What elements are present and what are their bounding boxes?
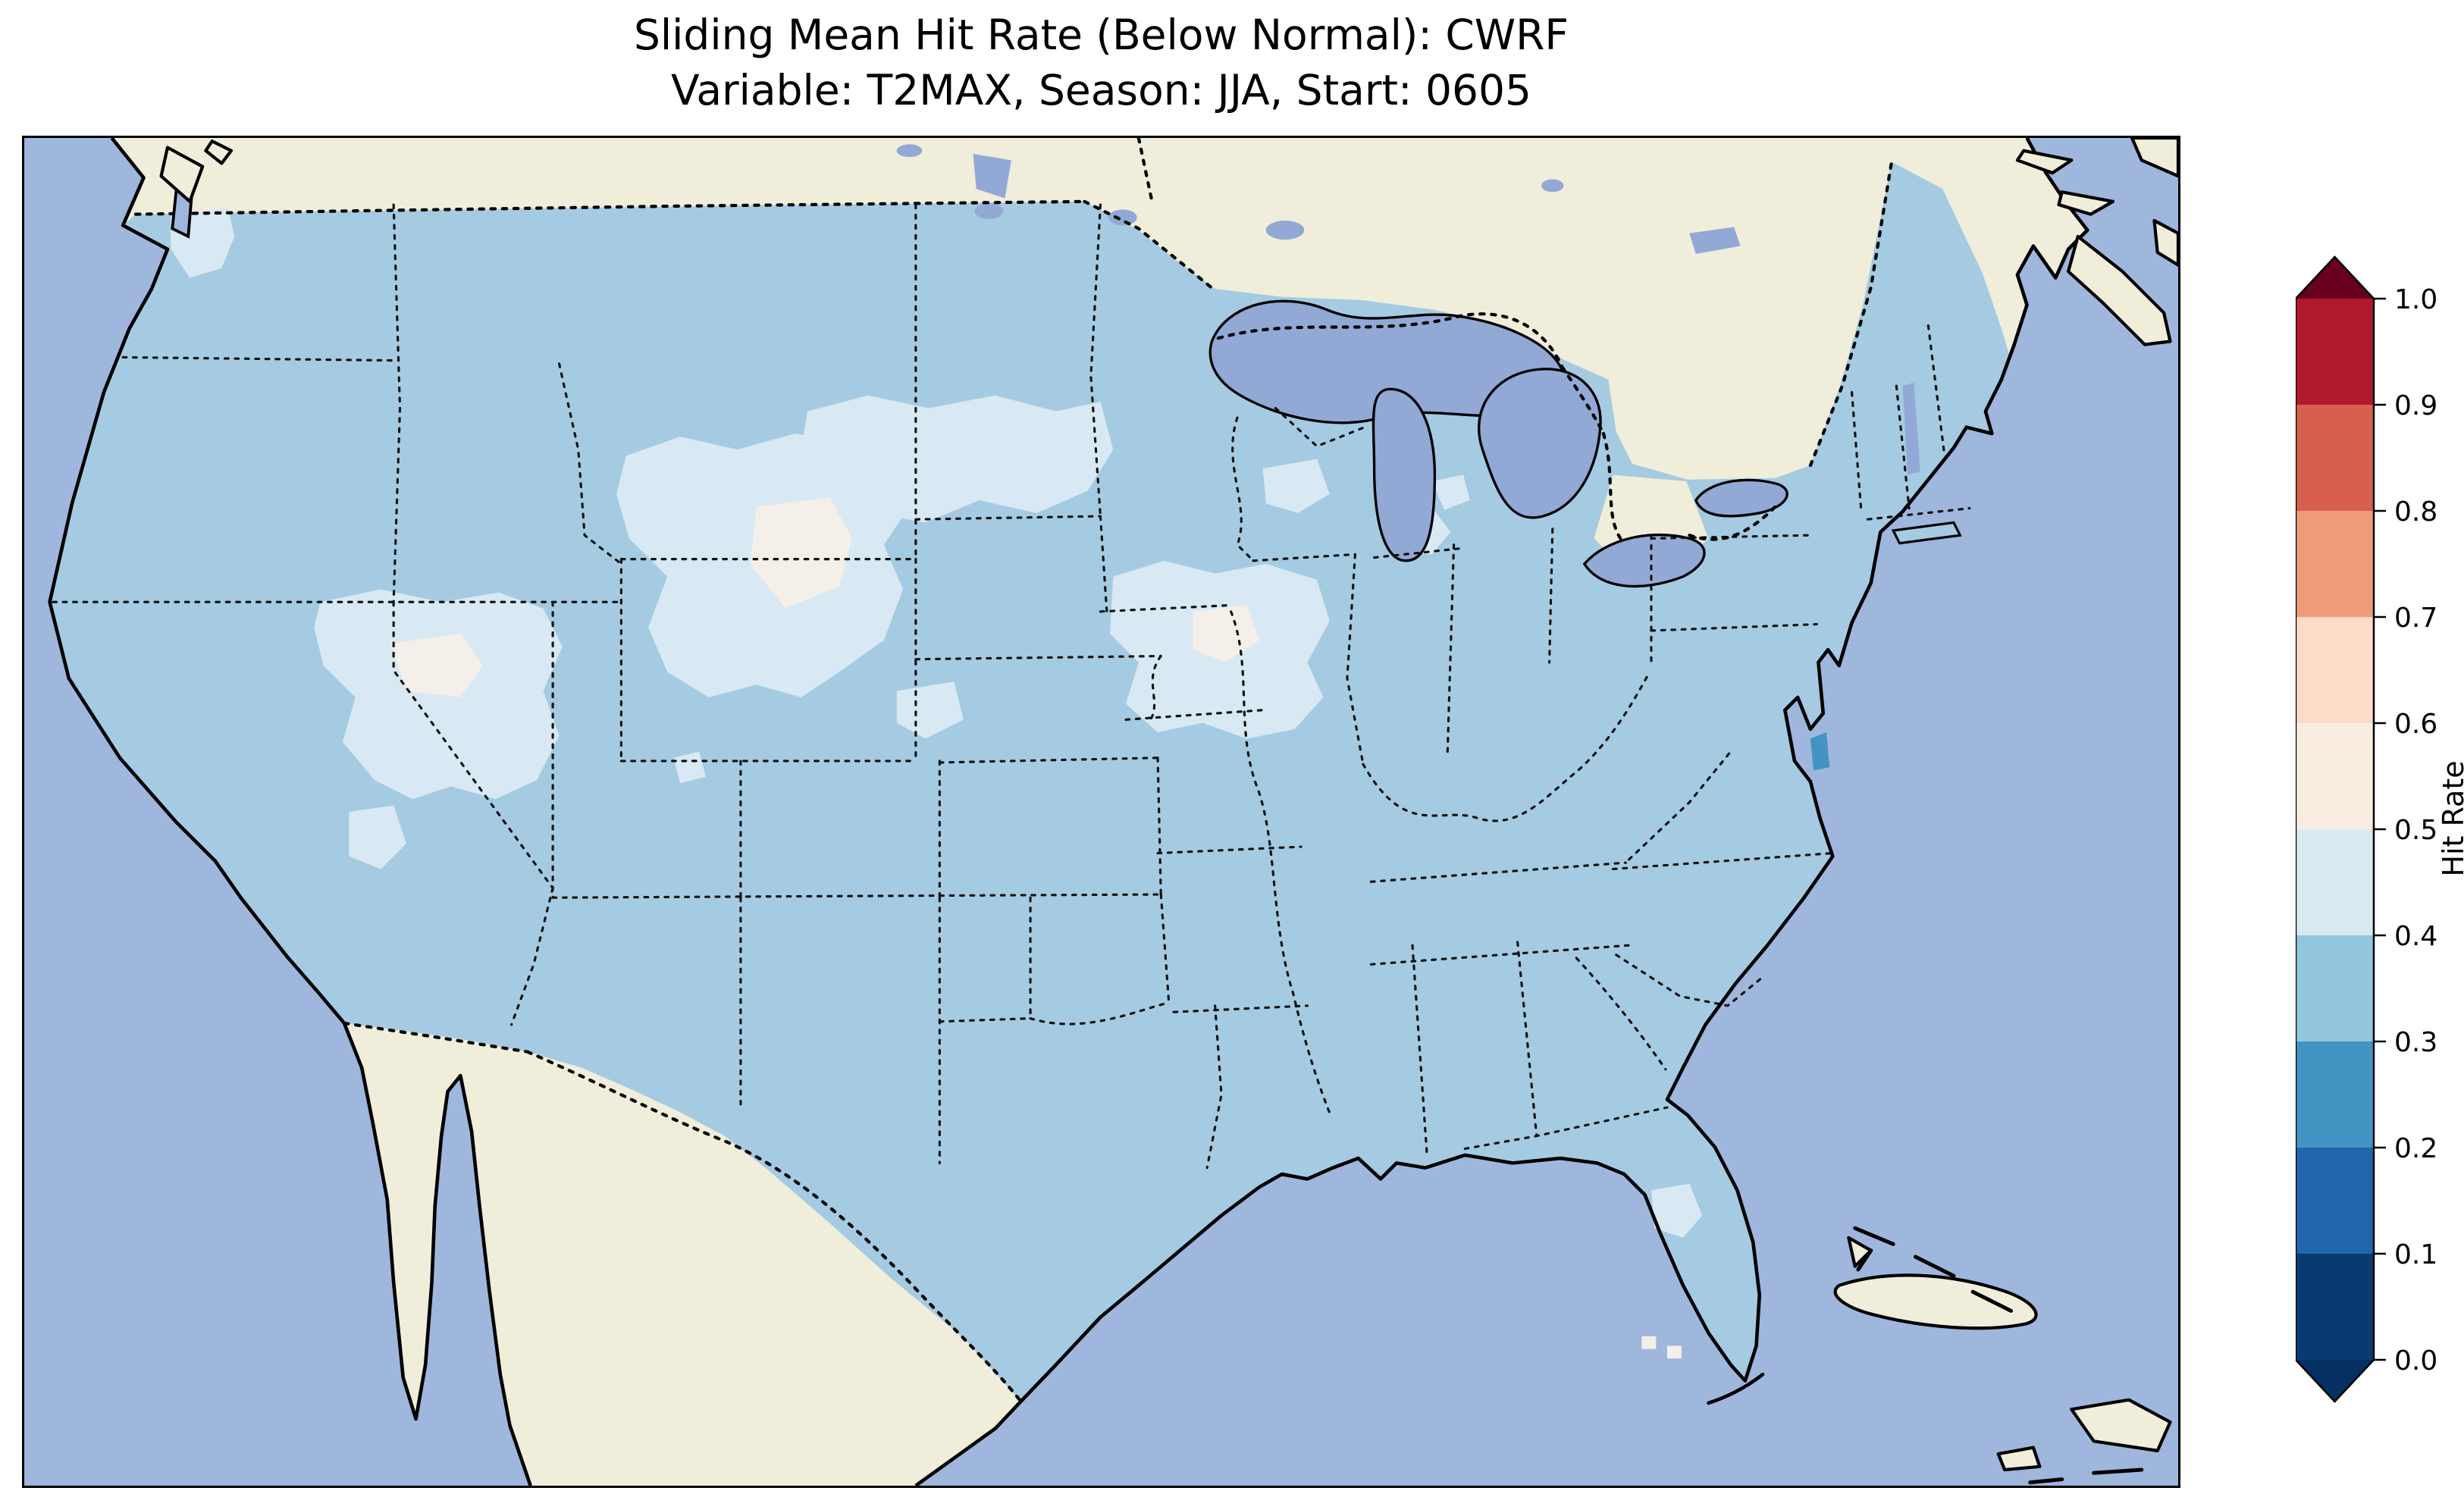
tick-label: 0.9 — [2394, 390, 2437, 421]
colorbar-segment — [2296, 1041, 2374, 1148]
hit-rate-patches-dark — [1810, 732, 1830, 771]
island-andros — [1847, 1236, 1873, 1268]
cape-breton — [2152, 218, 2178, 267]
tick-label: 1.0 — [2394, 284, 2437, 315]
canada-lakes — [896, 144, 1920, 475]
colorbar-segment — [2296, 1148, 2374, 1254]
colorbar-tick-marks — [2374, 297, 2386, 1361]
lake-erie — [1582, 533, 1706, 588]
map-panel — [22, 136, 2180, 1488]
island-hispaniola — [2070, 1398, 2172, 1452]
nova-scotia — [2067, 234, 2172, 346]
lake-ontario — [1694, 478, 1788, 518]
colorbar-svg: 1.0 0.9 0.8 0.7 0.6 0.5 0.4 0.3 0.2 0.1 … — [2294, 255, 2437, 1403]
tick-label: 0.4 — [2394, 921, 2437, 952]
tick-label: 0.1 — [2394, 1239, 2437, 1270]
national-borders — [133, 138, 1894, 1403]
colorbar-segment — [2296, 299, 2374, 405]
bahamas-chain — [1853, 1226, 2144, 1485]
title-line-1: Sliding Mean Hit Rate (Below Normal): CW… — [633, 11, 1569, 59]
lake-michigan — [1372, 387, 1437, 562]
hit-rate-patches-lightest — [390, 496, 1682, 1359]
colorbar-segment — [2296, 829, 2374, 935]
colorbar-segment — [2296, 935, 2374, 1041]
tick-label: 0.7 — [2394, 603, 2437, 634]
title-line-2: Variable: T2MAX, Season: JJA, Start: 060… — [670, 65, 1532, 114]
prince-edward-island — [2057, 190, 2115, 216]
state-borders — [52, 203, 1971, 1170]
us-hit-rate-map — [24, 138, 2178, 1486]
colorbar-segment — [2296, 511, 2374, 617]
newfoundland-corner — [2130, 138, 2178, 178]
tick-label: 0.3 — [2394, 1027, 2437, 1058]
great-lakes — [1208, 299, 1788, 588]
colorbar: 1.0 0.9 0.8 0.7 0.6 0.5 0.4 0.3 0.2 0.1 … — [2294, 255, 2459, 1403]
anticosti-island — [2015, 149, 2074, 175]
tick-label: 0.5 — [2394, 815, 2437, 846]
tick-label: 0.2 — [2394, 1133, 2437, 1164]
colorbar-segment — [2296, 723, 2374, 829]
islands — [159, 138, 2178, 1472]
tick-label: 0.8 — [2394, 496, 2437, 528]
colorbar-arrow-top — [2296, 257, 2374, 299]
island-jamaica — [1996, 1445, 2042, 1472]
colorbar-arrow-bottom — [2296, 1360, 2374, 1402]
colorbar-axis-label: Hit Rate — [2437, 760, 2464, 877]
florida-keys — [1707, 1372, 1765, 1405]
colorbar-segment — [2296, 1254, 2374, 1360]
tick-label: 0.0 — [2394, 1345, 2437, 1377]
tick-label: 0.6 — [2394, 709, 2437, 740]
long-island — [1891, 521, 1962, 545]
colorbar-segment — [2296, 405, 2374, 511]
chart-title: Sliding Mean Hit Rate (Below Normal): CW… — [22, 8, 2180, 117]
vancouver-island — [159, 146, 205, 203]
colorbar-segment — [2296, 617, 2374, 723]
bc-coast-sliver — [204, 139, 234, 165]
colorbar-tick-labels: 1.0 0.9 0.8 0.7 0.6 0.5 0.4 0.3 0.2 0.1 … — [2394, 284, 2437, 1377]
coastline — [48, 138, 2089, 1486]
island-cuba — [1833, 1273, 2038, 1330]
